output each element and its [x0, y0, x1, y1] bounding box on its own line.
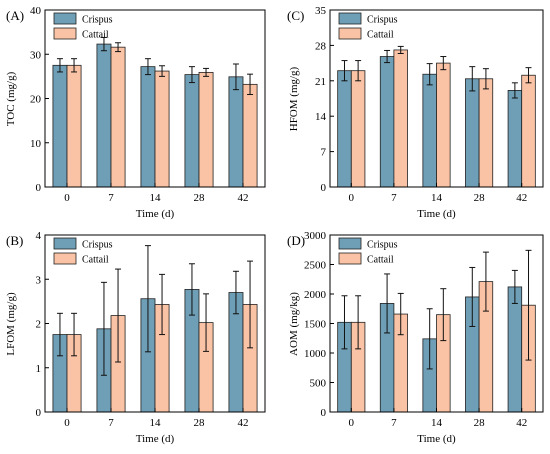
legend-swatch: [53, 27, 77, 40]
bar-crispus: [379, 56, 395, 188]
y-axis-title: AOM (mg/kg): [288, 292, 300, 356]
bar-crispus: [337, 70, 352, 188]
legend-swatch: [53, 237, 77, 250]
y-tick-label: 2500: [304, 260, 327, 272]
y-tick-label: 0: [321, 182, 327, 194]
y-axis-title: LFOM (mg/g): [5, 292, 17, 356]
bar-crispus: [52, 64, 68, 188]
bar-cattail: [66, 64, 82, 188]
y-tick-label: 3000: [304, 230, 327, 242]
x-tick-label: 7: [391, 192, 397, 204]
legend-label: Cattail: [367, 30, 394, 41]
x-tick-label: 28: [474, 417, 486, 429]
y-tick-label: 35: [315, 5, 327, 17]
x-tick-label: 42: [516, 417, 527, 429]
y-tick-label: 1500: [304, 319, 327, 331]
x-tick-label: 0: [64, 417, 70, 429]
bar-cattail: [436, 62, 451, 188]
y-tick-label: 2000: [304, 289, 327, 301]
bar-cattail: [350, 70, 366, 188]
y-tick-label: 28: [315, 40, 327, 52]
bar-crispus: [96, 43, 112, 188]
y-tick-label: 30: [30, 49, 42, 61]
bar-cattail: [478, 78, 494, 188]
x-tick-label: 0: [64, 192, 70, 204]
chart-panel: 0 1 2 3 4 0 7 14 28 42 Time (d) LFOM (mg/g) (B) Crisp…: [5, 230, 266, 445]
legend-label: Crispus: [82, 240, 113, 251]
chart-panel: 0 500 1000 1500 2000 2500 3000 0 7 14 28 42 Time (d)…: [287, 230, 544, 445]
x-tick-label: 28: [194, 417, 206, 429]
x-tick-label: 0: [349, 192, 355, 204]
y-axis-title: TOC (mg/g): [5, 71, 17, 126]
x-tick-label: 14: [431, 192, 443, 204]
bar-crispus: [184, 74, 200, 188]
bar-crispus: [228, 76, 244, 188]
bar-cattail: [393, 49, 408, 188]
y-axis-title: HFOM (mg/g): [288, 66, 300, 131]
x-axis-title: Time (d): [417, 433, 456, 445]
legend-label: Crispus: [82, 15, 113, 26]
y-tick-label: 2: [36, 319, 42, 331]
x-tick-label: 42: [238, 192, 249, 204]
x-axis-title: Time (d): [136, 208, 175, 220]
x-tick-label: 14: [150, 192, 162, 204]
bar-cattail: [242, 83, 258, 188]
legend-swatch: [53, 252, 77, 265]
y-tick-label: 21: [315, 76, 326, 88]
bar-cattail: [154, 70, 170, 188]
legend-label: Cattail: [367, 255, 394, 266]
y-tick-label: 40: [30, 5, 42, 17]
panel-label: (D): [287, 233, 305, 248]
chart-panel: 0 10 20 30 40 0 7 14 28 42 Time (d) TOC (mg/g) (A) Cr…: [5, 5, 266, 220]
x-tick-label: 7: [391, 417, 397, 429]
panel-label: (C): [287, 8, 304, 23]
y-tick-label: 20: [30, 94, 42, 106]
chart-panel: 0 7 14 21 28 35 0 7 14 28 42 Time (d) HFOM (mg/g) (C)…: [287, 5, 544, 220]
bar-crispus: [140, 66, 156, 188]
y-tick-label: 4: [36, 230, 42, 242]
panel-label: (A): [6, 8, 24, 23]
y-tick-label: 1000: [304, 348, 327, 360]
x-tick-label: 42: [238, 417, 249, 429]
y-tick-label: 0: [36, 407, 42, 419]
x-tick-label: 7: [108, 192, 114, 204]
legend-swatch: [338, 12, 362, 25]
legend-swatch: [53, 12, 77, 25]
x-axis-title: Time (d): [417, 208, 456, 220]
bar-crispus: [507, 90, 523, 188]
bar-crispus: [507, 286, 523, 413]
bar-crispus: [465, 78, 480, 188]
x-tick-label: 28: [194, 192, 206, 204]
x-tick-label: 14: [150, 417, 162, 429]
y-tick-label: 0: [36, 182, 42, 194]
y-tick-label: 7: [321, 147, 327, 159]
legend-swatch: [338, 27, 362, 40]
y-tick-label: 1: [36, 363, 42, 375]
y-tick-label: 0: [321, 407, 327, 419]
y-tick-label: 10: [30, 138, 42, 150]
bar-cattail: [521, 74, 536, 188]
y-tick-label: 500: [310, 378, 327, 390]
x-tick-label: 0: [349, 417, 355, 429]
x-axis-title: Time (d): [136, 433, 175, 445]
legend-label: Cattail: [82, 255, 109, 266]
x-tick-label: 28: [474, 192, 486, 204]
x-tick-label: 42: [516, 192, 527, 204]
x-tick-label: 7: [108, 417, 114, 429]
legend-label: Crispus: [367, 240, 398, 251]
bar-cattail: [198, 71, 214, 188]
panel-label: (B): [6, 233, 23, 248]
bar-crispus: [422, 73, 437, 188]
bar-cattail: [110, 46, 126, 188]
legend-swatch: [338, 237, 362, 250]
legend-label: Cattail: [82, 30, 109, 41]
y-tick-label: 3: [36, 274, 42, 286]
legend-swatch: [338, 252, 362, 265]
x-tick-label: 14: [431, 417, 443, 429]
y-tick-label: 14: [315, 111, 327, 123]
legend-label: Crispus: [367, 15, 398, 26]
